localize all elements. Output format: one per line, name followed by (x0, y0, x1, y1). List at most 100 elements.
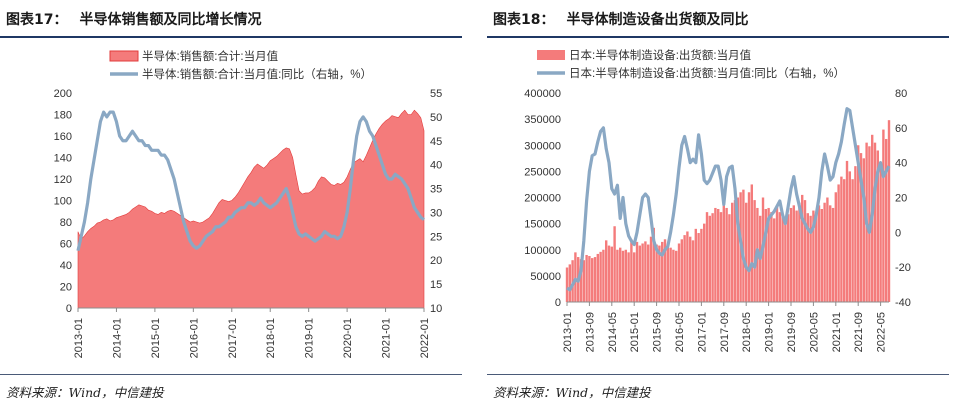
figure-18-source: 资料来源：Wind，中信建投 (493, 385, 651, 400)
equipment-legend-label-yoy: 日本:半导体制造设备:出货额:当月值:同比（右轴，%） (569, 66, 845, 80)
equipment-shipment-bar (683, 235, 686, 302)
sales-legend-label-sales: 半导体:销售额:合计:当月值 (142, 49, 279, 63)
equipment-shipment-bar (635, 241, 639, 302)
figure-18-panel: 图表18： 半导体制造设备出货额及同比 0 50000 100000 150000 200… (487, 0, 957, 412)
equipment-right-tick: 40 (895, 158, 907, 170)
equipment-x-tick-label: 2017-09 (719, 312, 731, 352)
sales-x-tick-label: 2020-01 (342, 318, 354, 358)
sales-left-tick: 100 (54, 196, 72, 208)
equipment-shipment-bar (672, 249, 675, 302)
figure-17-source: 资料来源：Wind，中信建投 (6, 385, 164, 400)
equipment-shipment-bar (826, 197, 829, 302)
equipment-right-tick: 20 (895, 193, 907, 205)
equipment-shipment-bar (834, 192, 837, 302)
equipment-left-tick: 150000 (524, 219, 561, 231)
sales-x-tick-label: 2018-01 (265, 318, 277, 358)
equipment-shipment-bar (619, 247, 622, 302)
equipment-shipment-bar (703, 223, 706, 303)
equipment-shipment-bar (596, 253, 599, 302)
sales-legend-label-yoy: 半导体:销售额:合计:当月值:同比（右轴，%） (142, 67, 372, 81)
equipment-x-tick-label: 2015-01 (629, 312, 641, 352)
equipment-shipment-bar (719, 212, 723, 302)
equipment-shipment-bar (610, 246, 613, 302)
equipment-shipment-bar (887, 120, 891, 302)
equipment-left-tick: 300000 (524, 140, 561, 152)
sales-right-tick: 50 (430, 112, 442, 124)
equipment-right-tick: -20 (895, 262, 911, 274)
equipment-shipment-bar (574, 252, 577, 302)
equipment-shipment-bar (599, 251, 602, 302)
sales-chart: 0 20 40 60 80 100 120 140 160 180 200 10 15 20 25 30 35 4… (54, 49, 443, 358)
equipment-shipment-bar (845, 160, 849, 302)
equipment-shipment-bar (876, 150, 879, 302)
equipment-shipment-bar (666, 245, 669, 302)
equipment-shipment-bar (700, 228, 703, 302)
figure-18-top-rule (487, 36, 949, 38)
equipment-shipment-bar (747, 192, 751, 302)
equipment-x-tick-label: 2014-05 (607, 312, 619, 352)
equipment-shipment-bar (568, 264, 571, 302)
equipment-right-tick: 60 (895, 123, 907, 135)
equipment-legend-label-sales: 日本:半导体制造设备:出货额:当月值 (569, 48, 752, 62)
equipment-shipment-bar (820, 209, 823, 302)
equipment-shipment-bar (857, 145, 860, 302)
sales-left-tick: 160 (54, 131, 72, 143)
figure-18-title: 图表18： 半导体制造设备出货额及同比 (493, 9, 748, 29)
equipment-left-tick: 50000 (530, 271, 561, 283)
equipment-shipment-bar (733, 200, 737, 302)
equipment-shipment-bar (708, 215, 711, 302)
equipment-shipment-bar (669, 247, 672, 302)
equipment-shipment-bar (717, 209, 720, 302)
equipment-shipment-bar (722, 200, 725, 302)
figure-18-bottom-rule (487, 374, 949, 375)
equipment-shipment-bar (792, 205, 795, 302)
figure-17-top-rule (0, 36, 462, 38)
equipment-left-tick: 0 (555, 297, 561, 309)
equipment-shipment-bar (745, 202, 748, 302)
equipment-shipment-bar (764, 209, 767, 302)
equipment-shipment-bar (621, 250, 625, 302)
equipment-shipment-bar (649, 236, 653, 302)
sales-x-tick-label: 2017-01 (227, 318, 239, 358)
equipment-shipment-bar (817, 205, 821, 302)
sales-right-tick: 20 (430, 255, 442, 267)
sales-left-tick: 80 (60, 217, 72, 229)
equipment-shipment-bar (607, 245, 611, 302)
equipment-shipment-bar (773, 218, 776, 302)
sales-yoy-line (76, 110, 425, 252)
sales-right-tick: 35 (430, 184, 442, 196)
equipment-shipment-bar (630, 239, 633, 302)
equipment-right-tick: 80 (895, 88, 907, 100)
equipment-shipment-bar (778, 212, 781, 302)
sales-right-tick: 15 (430, 279, 442, 291)
equipment-shipment-bar (806, 213, 809, 302)
sales-x-tick-label: 2015-01 (150, 318, 162, 358)
figure-17-title-text: 半导体销售额及同比增长情况 (79, 12, 262, 28)
equipment-shipment-bar (613, 226, 616, 302)
sales-right-tick: 40 (430, 160, 442, 172)
equipment-shipment-bar (736, 197, 739, 302)
equipment-shipment-bar (859, 153, 863, 302)
equipment-shipment-bar (655, 244, 658, 302)
equipment-shipment-bar (638, 245, 641, 302)
sales-right-tick: 10 (430, 303, 442, 315)
equipment-shipment-bar (753, 200, 756, 302)
equipment-shipment-bar (854, 166, 857, 302)
sales-left-tick: 200 (54, 88, 72, 100)
equipment-left-tick: 250000 (524, 166, 561, 178)
equipment-shipment-bar (851, 179, 854, 302)
equipment-shipment-bar (873, 142, 877, 302)
sales-left-tick: 60 (60, 239, 72, 251)
equipment-shipment-bar (767, 207, 770, 302)
equipment-left-tick: 100000 (524, 245, 561, 257)
equipment-shipment-bar (602, 249, 605, 302)
equipment-shipment-bar (686, 231, 689, 302)
sales-x-tick-label: 2019-01 (304, 318, 316, 358)
sales-left-tick: 180 (54, 110, 72, 122)
equipment-shipment-bar (677, 243, 681, 302)
equipment-x-tick-label: 2021-01 (831, 312, 843, 352)
equipment-left-tick: 400000 (524, 88, 561, 100)
equipment-shipment-bar (831, 207, 835, 302)
sales-sales-area (77, 109, 425, 309)
equipment-shipment-bar (675, 250, 678, 302)
